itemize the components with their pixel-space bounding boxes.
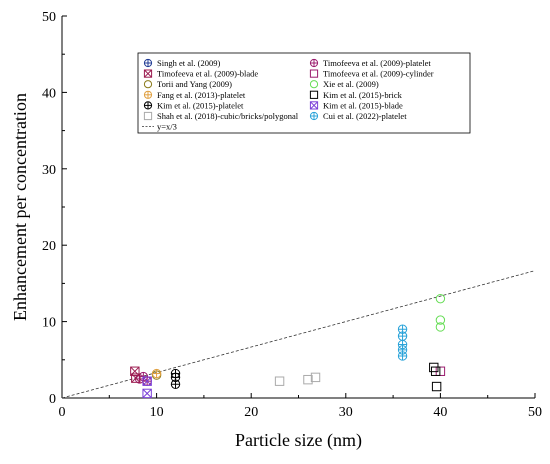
legend-label: Kim et al. (2015)-blade — [323, 100, 403, 110]
legend-marker — [309, 58, 319, 68]
legend: Singh et al. (2009) Timofeeva et al. (200… — [137, 52, 471, 134]
legend-marker — [143, 58, 153, 68]
x-tick-label: 50 — [528, 405, 542, 420]
data-point-s10 — [303, 374, 313, 385]
x-tick-label: 30 — [339, 405, 353, 420]
legend-box — [137, 52, 471, 134]
data-point-s5 — [435, 315, 446, 325]
legend-label: Torii and Yang (2009) — [157, 79, 232, 89]
legend-marker — [143, 80, 153, 89]
x-tick-label: 40 — [433, 405, 447, 420]
data-point-s7 — [430, 366, 441, 376]
y-axis-title: Enhancement per concentration — [10, 93, 30, 321]
legend-label: Xie et al. (2009) — [323, 79, 379, 89]
x-tick-label: 0 — [59, 405, 66, 420]
legend-marker — [143, 111, 153, 121]
y-tick-label: 10 — [42, 316, 56, 331]
y-tick-label: 20 — [42, 239, 56, 254]
reference-line-group — [61, 270, 536, 399]
legend-marker — [309, 90, 319, 99]
data-point-s8 — [170, 379, 181, 389]
legend-label: Fang et al. (2013)-platelet — [157, 90, 246, 100]
data-point-s5 — [435, 293, 446, 304]
y-tick-label: 30 — [42, 163, 56, 178]
data-point-s11 — [397, 351, 408, 361]
y-tick-label: 0 — [49, 392, 56, 407]
legend-label: y=x/3 — [157, 122, 177, 132]
y-tick-label: 40 — [42, 86, 56, 101]
legend-label: Kim et al. (2015)-brick — [323, 90, 403, 100]
data-point-s7 — [431, 381, 442, 392]
legend-marker — [143, 90, 153, 99]
data-point-s6 — [151, 368, 162, 379]
data-point-s5 — [435, 322, 446, 332]
legend-label: Timofeeva et al. (2009)-blade — [157, 69, 258, 79]
legend-marker — [143, 69, 153, 78]
x-tick-label: 10 — [150, 405, 164, 420]
legend-label: Singh et al. (2009) — [157, 58, 220, 68]
legend-label: Timofeeva et al. (2009)-platelet — [323, 58, 431, 68]
data-point-s9 — [142, 388, 152, 399]
data-point-s9 — [142, 376, 152, 386]
x-axis-title: Particle size (nm) — [235, 430, 362, 451]
legend-marker — [309, 101, 319, 110]
legend-marker — [309, 69, 319, 78]
legend-label: Cui et al. (2022)-platelet — [323, 111, 407, 121]
data-point-s11 — [397, 331, 408, 341]
legend-label: Kim et al. (2015)-platelet — [157, 100, 244, 110]
legend-label: Timofeeva et al. (2009)-cylinder — [323, 69, 434, 79]
data-point-s10 — [310, 372, 321, 383]
data-point-s10 — [274, 376, 285, 386]
y-tick-label: 50 — [42, 10, 56, 25]
legend-label: Shah et al. (2018)-cubic/bricks/polygona… — [157, 111, 299, 121]
legend-marker — [309, 111, 319, 121]
legend-marker — [143, 101, 153, 110]
data-points — [130, 293, 446, 399]
data-point-s2 — [131, 373, 141, 383]
x-tick-label: 20 — [244, 405, 258, 420]
axes: 0 10 20 30 40 50 0 10 20 30 40 50 — [42, 10, 542, 420]
legend-marker — [309, 80, 319, 89]
reference-line — [61, 270, 536, 399]
